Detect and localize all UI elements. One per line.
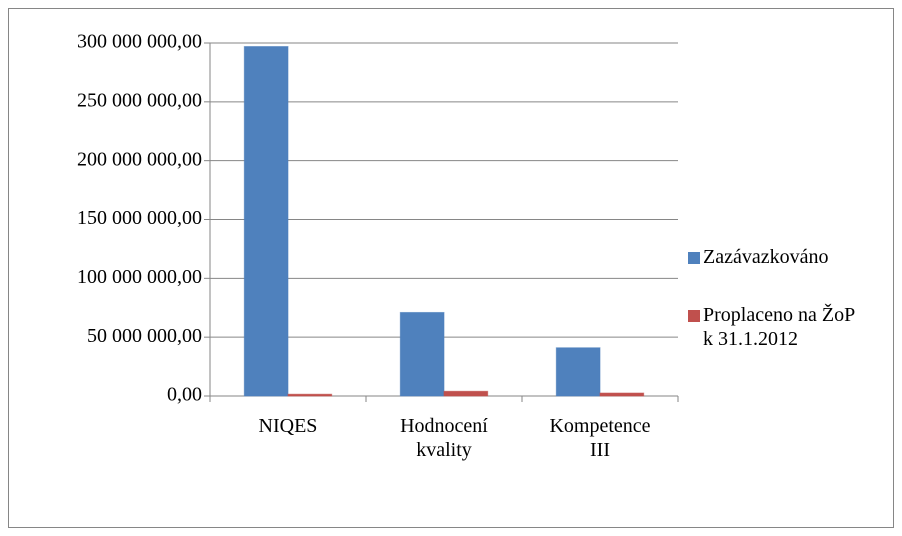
- x-tick-label: NIQES: [259, 415, 318, 437]
- y-tick-label: 100 000 000,00: [77, 266, 202, 288]
- legend-label: Proplaceno na ŽoP k 31.1.2012: [703, 303, 855, 350]
- bar: [599, 392, 645, 397]
- legend-swatch: [688, 310, 700, 322]
- y-tick-label: 0,00: [167, 384, 202, 406]
- y-tick-label: 300 000 000,00: [77, 31, 202, 53]
- bar: [555, 347, 601, 397]
- bar: [243, 46, 289, 397]
- chart-border: [8, 8, 894, 528]
- y-tick-label: 200 000 000,00: [77, 148, 202, 170]
- legend-swatch: [688, 252, 700, 264]
- x-tick-label: Kompetence III: [549, 415, 650, 461]
- bar: [287, 393, 333, 397]
- x-tick-label: Hodnocení kvality: [400, 415, 488, 461]
- y-tick-label: 150 000 000,00: [77, 207, 202, 229]
- legend-label: Zazávazkováno: [703, 246, 828, 268]
- y-tick-label: 250 000 000,00: [77, 89, 202, 111]
- bar: [399, 311, 445, 397]
- bar: [443, 390, 489, 397]
- y-tick-label: 50 000 000,00: [87, 325, 202, 347]
